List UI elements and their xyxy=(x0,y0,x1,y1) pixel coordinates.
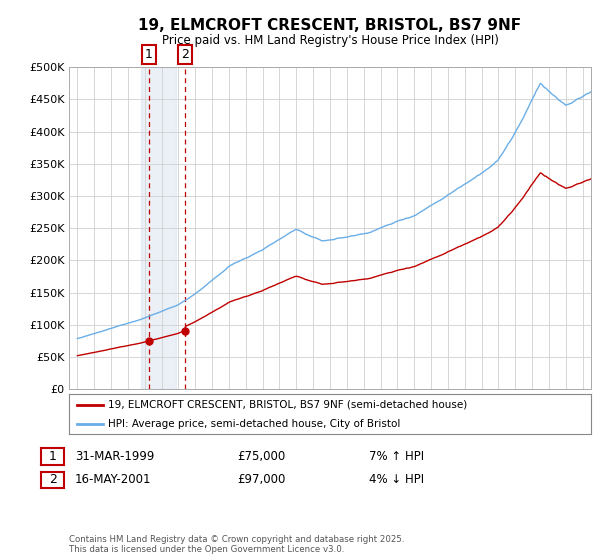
Text: 19, ELMCROFT CRESCENT, BRISTOL, BS7 9NF (semi-detached house): 19, ELMCROFT CRESCENT, BRISTOL, BS7 9NF … xyxy=(108,400,467,410)
Text: 19, ELMCROFT CRESCENT, BRISTOL, BS7 9NF: 19, ELMCROFT CRESCENT, BRISTOL, BS7 9NF xyxy=(139,18,521,32)
Text: £97,000: £97,000 xyxy=(237,473,286,487)
Text: £75,000: £75,000 xyxy=(237,450,285,463)
Text: 16-MAY-2001: 16-MAY-2001 xyxy=(75,473,151,487)
Text: 1: 1 xyxy=(145,48,153,61)
Text: 2: 2 xyxy=(181,48,188,61)
Text: 7% ↑ HPI: 7% ↑ HPI xyxy=(369,450,424,463)
Text: HPI: Average price, semi-detached house, City of Bristol: HPI: Average price, semi-detached house,… xyxy=(108,419,401,429)
Text: 31-MAR-1999: 31-MAR-1999 xyxy=(75,450,154,463)
Text: Contains HM Land Registry data © Crown copyright and database right 2025.
This d: Contains HM Land Registry data © Crown c… xyxy=(69,535,404,554)
Text: Price paid vs. HM Land Registry's House Price Index (HPI): Price paid vs. HM Land Registry's House … xyxy=(161,34,499,47)
Text: 2: 2 xyxy=(49,473,57,487)
Text: 1: 1 xyxy=(49,450,57,463)
Bar xyxy=(140,67,176,389)
Text: 4% ↓ HPI: 4% ↓ HPI xyxy=(369,473,424,487)
